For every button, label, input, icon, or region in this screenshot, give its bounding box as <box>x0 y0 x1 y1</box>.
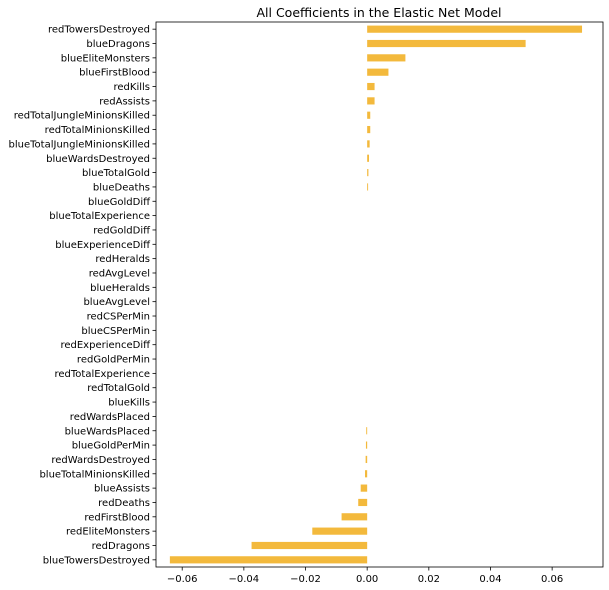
bar-blueAssists <box>360 484 368 492</box>
bar-redTowersDestroyed <box>367 25 583 33</box>
y-tick-label: redCSPerMin <box>87 312 150 323</box>
y-tick-label: redDragons <box>92 541 150 552</box>
y-tick-label: blueDeaths <box>93 182 150 193</box>
y-tick-label: blueTowersDestroyed <box>43 555 150 566</box>
bar-blueTowersDestroyed <box>169 556 368 564</box>
bar-blueDragons <box>367 39 526 48</box>
bar-blueTotalJungleMinionsKilled <box>367 140 370 148</box>
bars-group <box>169 25 583 564</box>
y-tick-label: redTotalMinionsKilled <box>45 125 150 136</box>
bar-redKills <box>367 82 375 91</box>
bar-redFirstBlood <box>341 513 368 521</box>
y-tick-label: redTotalGold <box>87 383 150 394</box>
y-tick-label: redTowersDestroyed <box>48 25 150 36</box>
bar-redTotalJungleMinionsKilled <box>367 111 371 119</box>
y-tick-label: redWardsPlaced <box>70 412 150 423</box>
y-tick-label: redWardsDestroyed <box>51 455 150 466</box>
y-tick-labels: redTowersDestroyed blueDragons blueEliteMo… <box>9 25 156 566</box>
bar-blueTotalGold <box>367 169 369 177</box>
bar-redEliteMonsters <box>312 527 368 535</box>
bar-blueWardsPlaced <box>366 427 368 435</box>
y-tick-label: blueCSPerMin <box>81 326 150 337</box>
x-tick-label: −0.04 <box>229 574 260 585</box>
y-tick-label: redDeaths <box>98 498 150 509</box>
y-tick-label: blueTotalExperience <box>49 211 150 222</box>
bar-blueWardsDestroyed <box>367 154 370 162</box>
y-tick-label: redAssists <box>99 96 150 107</box>
x-tick-label: −0.02 <box>290 574 321 585</box>
y-tick-label: blueGoldPerMin <box>72 441 150 452</box>
y-tick-label: redEliteMonsters <box>66 527 150 538</box>
y-tick-label: blueFirstBlood <box>79 68 150 79</box>
bar-redDragons <box>251 541 368 550</box>
y-tick-label: redGoldDiff <box>93 225 151 236</box>
x-tick-label: 0.02 <box>418 574 440 585</box>
bar-redWardsDestroyed <box>365 455 368 464</box>
y-tick-label: blueGoldDiff <box>88 197 151 208</box>
y-tick-label: redGoldPerMin <box>77 355 150 366</box>
y-tick-label: redKills <box>114 82 151 93</box>
plot-frame <box>155 21 604 568</box>
y-tick-label: redExperienceDiff <box>60 340 151 351</box>
y-tick-label: blueAssists <box>94 484 150 495</box>
x-tick-label: −0.06 <box>167 574 198 585</box>
y-tick-label: blueTotalJungleMinionsKilled <box>9 139 150 150</box>
y-tick-label: blueTotalGold <box>82 168 150 179</box>
y-tick-label: blueTotalMinionsKilled <box>39 469 150 480</box>
y-tick-label: blueKills <box>108 398 150 409</box>
bar-blueTotalMinionsKilled <box>365 470 368 478</box>
bar-blueFirstBlood <box>367 68 389 76</box>
y-tick-label: blueWardsDestroyed <box>46 154 150 165</box>
x-ticks: −0.06 −0.04 −0.02 0.00 0.02 0.04 0.06 <box>167 567 563 585</box>
y-tick-label: blueWardsPlaced <box>65 426 150 437</box>
bar-redTotalMinionsKilled <box>367 125 371 134</box>
bar-redDeaths <box>358 498 368 507</box>
y-tick-label: blueDragons <box>86 39 150 50</box>
x-tick-label: 0.06 <box>541 574 563 585</box>
chart-title: All Coefficients in the Elastic Net Mode… <box>256 5 501 20</box>
bar-blueGoldPerMin <box>365 441 368 449</box>
y-tick-label: redTotalJungleMinionsKilled <box>14 111 150 122</box>
y-tick-label: redHeralds <box>95 254 150 265</box>
bar-blueEliteMonsters <box>367 54 406 62</box>
y-tick-label: redAvgLevel <box>89 268 150 279</box>
x-tick-label: 0.04 <box>479 574 501 585</box>
bar-redAssists <box>367 97 375 105</box>
y-tick-label: redFirstBlood <box>84 512 150 523</box>
bar-blueDeaths <box>367 183 369 191</box>
y-tick-label: blueHeralds <box>90 283 150 294</box>
y-tick-label: blueAvgLevel <box>83 297 150 308</box>
y-tick-label: blueExperienceDiff <box>55 240 151 251</box>
x-tick-label: 0.00 <box>356 574 378 585</box>
y-tick-label: blueEliteMonsters <box>61 53 150 64</box>
y-tick-label: redTotalExperience <box>54 369 150 380</box>
